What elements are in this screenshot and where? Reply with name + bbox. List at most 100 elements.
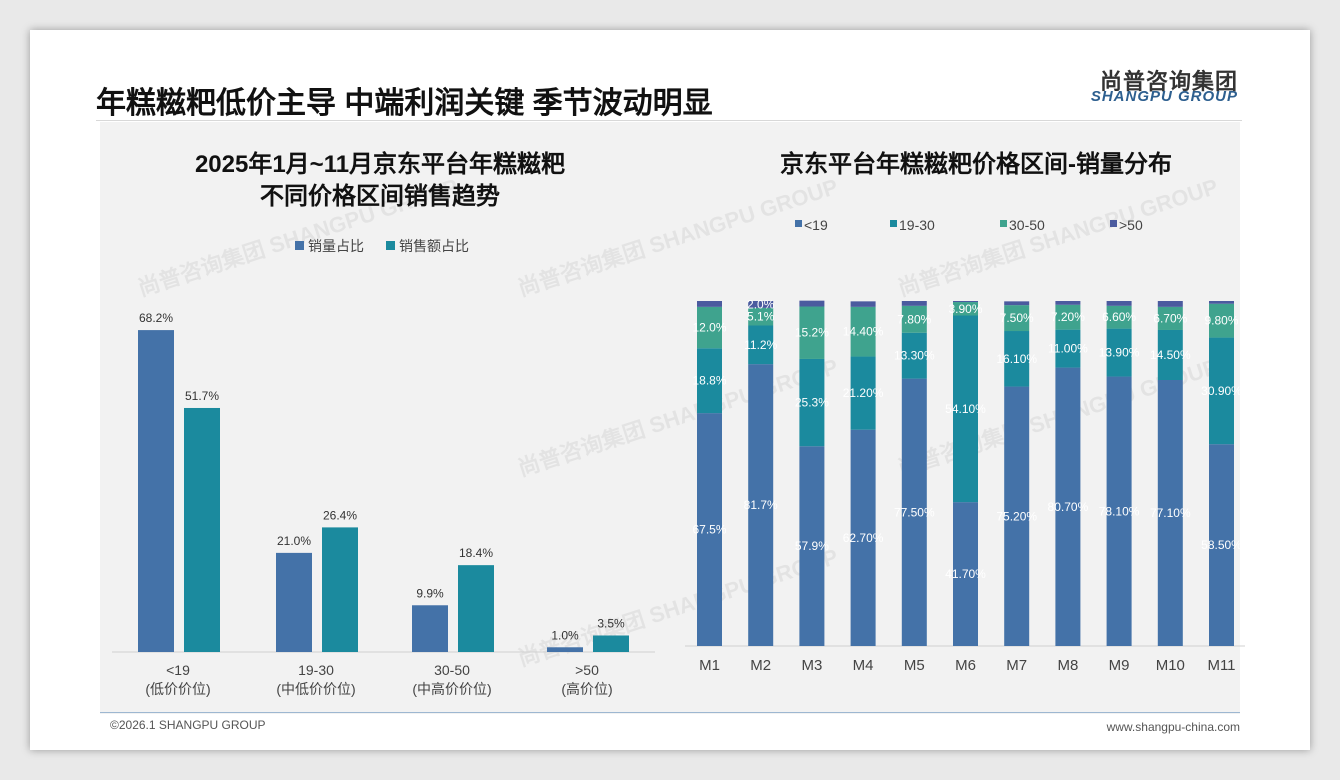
bar-segment — [748, 364, 774, 646]
data-label: 13.90% — [1099, 346, 1140, 360]
legend-swatch — [1000, 220, 1007, 227]
tick-label: M6 — [955, 657, 976, 674]
footer-copyright: ©2026.1 SHANGPU GROUP — [110, 718, 266, 732]
tick-label: M11 — [1207, 657, 1235, 674]
tick-label: M4 — [853, 657, 874, 674]
data-label: 25.3% — [795, 396, 829, 410]
data-label: 68.2% — [139, 311, 173, 325]
bar-segment — [697, 413, 722, 646]
data-label: 12.0% — [692, 321, 726, 335]
bar-segment — [1106, 376, 1132, 646]
data-label: 5.1% — [747, 310, 775, 324]
data-label: 14.40% — [843, 325, 884, 339]
bar-segment — [1157, 306, 1183, 330]
bar-segment — [1209, 337, 1234, 445]
data-label: 80.70% — [1048, 500, 1089, 514]
legend-label: 销售额占比 — [399, 238, 469, 254]
bar-segment — [1106, 301, 1132, 306]
data-label: 9.9% — [416, 586, 444, 600]
bar — [547, 647, 583, 652]
bar-segment — [1004, 305, 1030, 332]
logo-en: SHANGPU GROUP — [1090, 88, 1238, 105]
tick-label: M10 — [1156, 657, 1185, 674]
data-label: 16.10% — [996, 352, 1037, 366]
data-label: 18.4% — [459, 546, 493, 560]
bar-segment — [748, 301, 774, 308]
bar-segment — [850, 306, 876, 357]
legend-label: <19 — [804, 217, 828, 233]
bar-segment — [1004, 331, 1030, 387]
tick-label: M9 — [1109, 657, 1130, 674]
bar-segment — [901, 305, 927, 333]
bar-segment — [953, 502, 978, 646]
data-label: 6.70% — [1153, 311, 1187, 325]
tick-label: 30-50 — [434, 662, 470, 678]
tick-label: M8 — [1057, 657, 1078, 674]
legend-label: 销量占比 — [308, 238, 364, 254]
legend-label: 30-50 — [1009, 217, 1045, 233]
data-label: 58.50% — [1201, 538, 1242, 552]
bar-segment — [799, 358, 825, 447]
data-label: 54.10% — [945, 402, 986, 416]
data-label: 1.0% — [551, 628, 579, 642]
data-label: 13.30% — [894, 349, 935, 363]
data-label: 9.80% — [1204, 314, 1238, 328]
bar — [458, 565, 494, 652]
bar-segment — [901, 378, 927, 646]
chart-title: 不同价格区间销售趋势 — [260, 182, 500, 210]
data-label: 67.5% — [692, 523, 726, 537]
bar — [322, 527, 358, 652]
data-label: 78.10% — [1099, 504, 1140, 518]
data-label: 77.10% — [1150, 506, 1191, 520]
data-label: 6.60% — [1102, 310, 1136, 324]
data-label: 81.7% — [744, 498, 778, 512]
bar-segment — [1055, 367, 1081, 646]
legend-swatch — [795, 220, 802, 227]
bar — [184, 407, 220, 652]
data-label: 41.70% — [945, 567, 986, 581]
legend-swatch — [890, 220, 897, 227]
bar-segment — [1157, 380, 1183, 646]
tick-label: M1 — [699, 657, 720, 674]
bar-segment — [697, 348, 722, 414]
bar-segment — [850, 356, 876, 430]
data-label: 21.20% — [843, 386, 884, 400]
data-label: 26.4% — [323, 508, 357, 522]
bar-segment — [799, 300, 825, 307]
legend-swatch — [386, 241, 395, 250]
bar-segment — [1106, 305, 1132, 329]
page-title: 年糕糍粑低价主导 中端利润关键 季节波动明显 — [96, 87, 713, 120]
tick-label: M5 — [904, 657, 925, 674]
data-label: 3.5% — [597, 616, 625, 630]
bar-segment — [1004, 301, 1030, 306]
data-label: 30.90% — [1201, 384, 1242, 398]
legend-swatch — [1110, 220, 1117, 227]
tick-sublabel: (低价价位) — [145, 681, 210, 697]
bar-segment — [697, 306, 722, 349]
bar — [412, 605, 448, 652]
data-label: 3.90% — [948, 302, 982, 316]
bar-segment — [850, 429, 876, 646]
tick-label: >50 — [575, 662, 599, 678]
data-label: 15.2% — [795, 326, 829, 340]
tick-sublabel: (高价位) — [561, 681, 612, 697]
bar-segment — [850, 301, 876, 307]
bar-segment — [1055, 301, 1081, 305]
data-label: 7.20% — [1051, 310, 1085, 324]
data-label: 51.7% — [185, 389, 219, 403]
chart-title: 2025年1月~11月京东平台年糕糍粑 — [195, 150, 565, 178]
bar-segment — [901, 332, 927, 379]
bar — [276, 552, 312, 652]
legend-swatch — [295, 241, 304, 250]
tick-sublabel: (中高价价位) — [412, 681, 491, 697]
slide: 年糕糍粑低价主导 中端利润关键 季节波动明显 尚普咨询集团 SHANGPU GR… — [30, 30, 1310, 750]
legend-label: 19-30 — [899, 217, 935, 233]
bar-segment — [901, 301, 927, 306]
logo-cn: 尚普咨询集团 — [1099, 69, 1238, 94]
data-label: 62.70% — [843, 531, 884, 545]
data-label: 57.9% — [795, 539, 829, 553]
bar-segment — [1055, 329, 1081, 368]
data-label: 75.20% — [996, 509, 1037, 523]
bar-segment — [1004, 386, 1030, 646]
